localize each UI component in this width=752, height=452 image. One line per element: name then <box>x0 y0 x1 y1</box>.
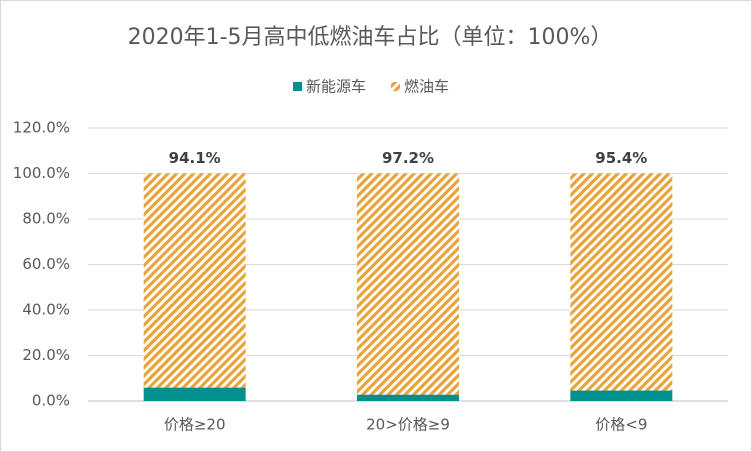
chart-title: 2020年1-5月高中低燃油车占比（单位：100%） <box>128 25 613 50</box>
legend-label: 燃油车 <box>404 78 449 96</box>
legend-marker <box>293 82 302 91</box>
bar-segment <box>143 173 246 388</box>
legend-label: 新能源车 <box>306 78 366 96</box>
legend-marker <box>391 82 401 91</box>
y-tick-label: 60.0% <box>22 255 70 273</box>
bar-segment <box>570 173 673 391</box>
x-tick-label: 20>价格≥9 <box>366 416 450 434</box>
y-tick-label: 120.0% <box>13 119 70 137</box>
bar-segment <box>570 390 673 401</box>
y-tick-label: 20.0% <box>22 346 70 364</box>
y-tick-label: 80.0% <box>22 210 70 228</box>
data-label: 94.1% <box>169 149 221 167</box>
bar-segment <box>143 387 246 401</box>
x-tick-label: 价格<9 <box>595 416 647 434</box>
bar-segment <box>357 394 459 401</box>
x-tick-label: 价格≥20 <box>164 416 226 434</box>
bar-segment <box>357 173 459 395</box>
y-tick-label: 0.0% <box>32 392 70 410</box>
data-label: 97.2% <box>382 149 434 167</box>
y-tick-label: 100.0% <box>13 164 70 182</box>
data-label: 95.4% <box>595 149 647 167</box>
y-tick-label: 40.0% <box>22 301 70 319</box>
